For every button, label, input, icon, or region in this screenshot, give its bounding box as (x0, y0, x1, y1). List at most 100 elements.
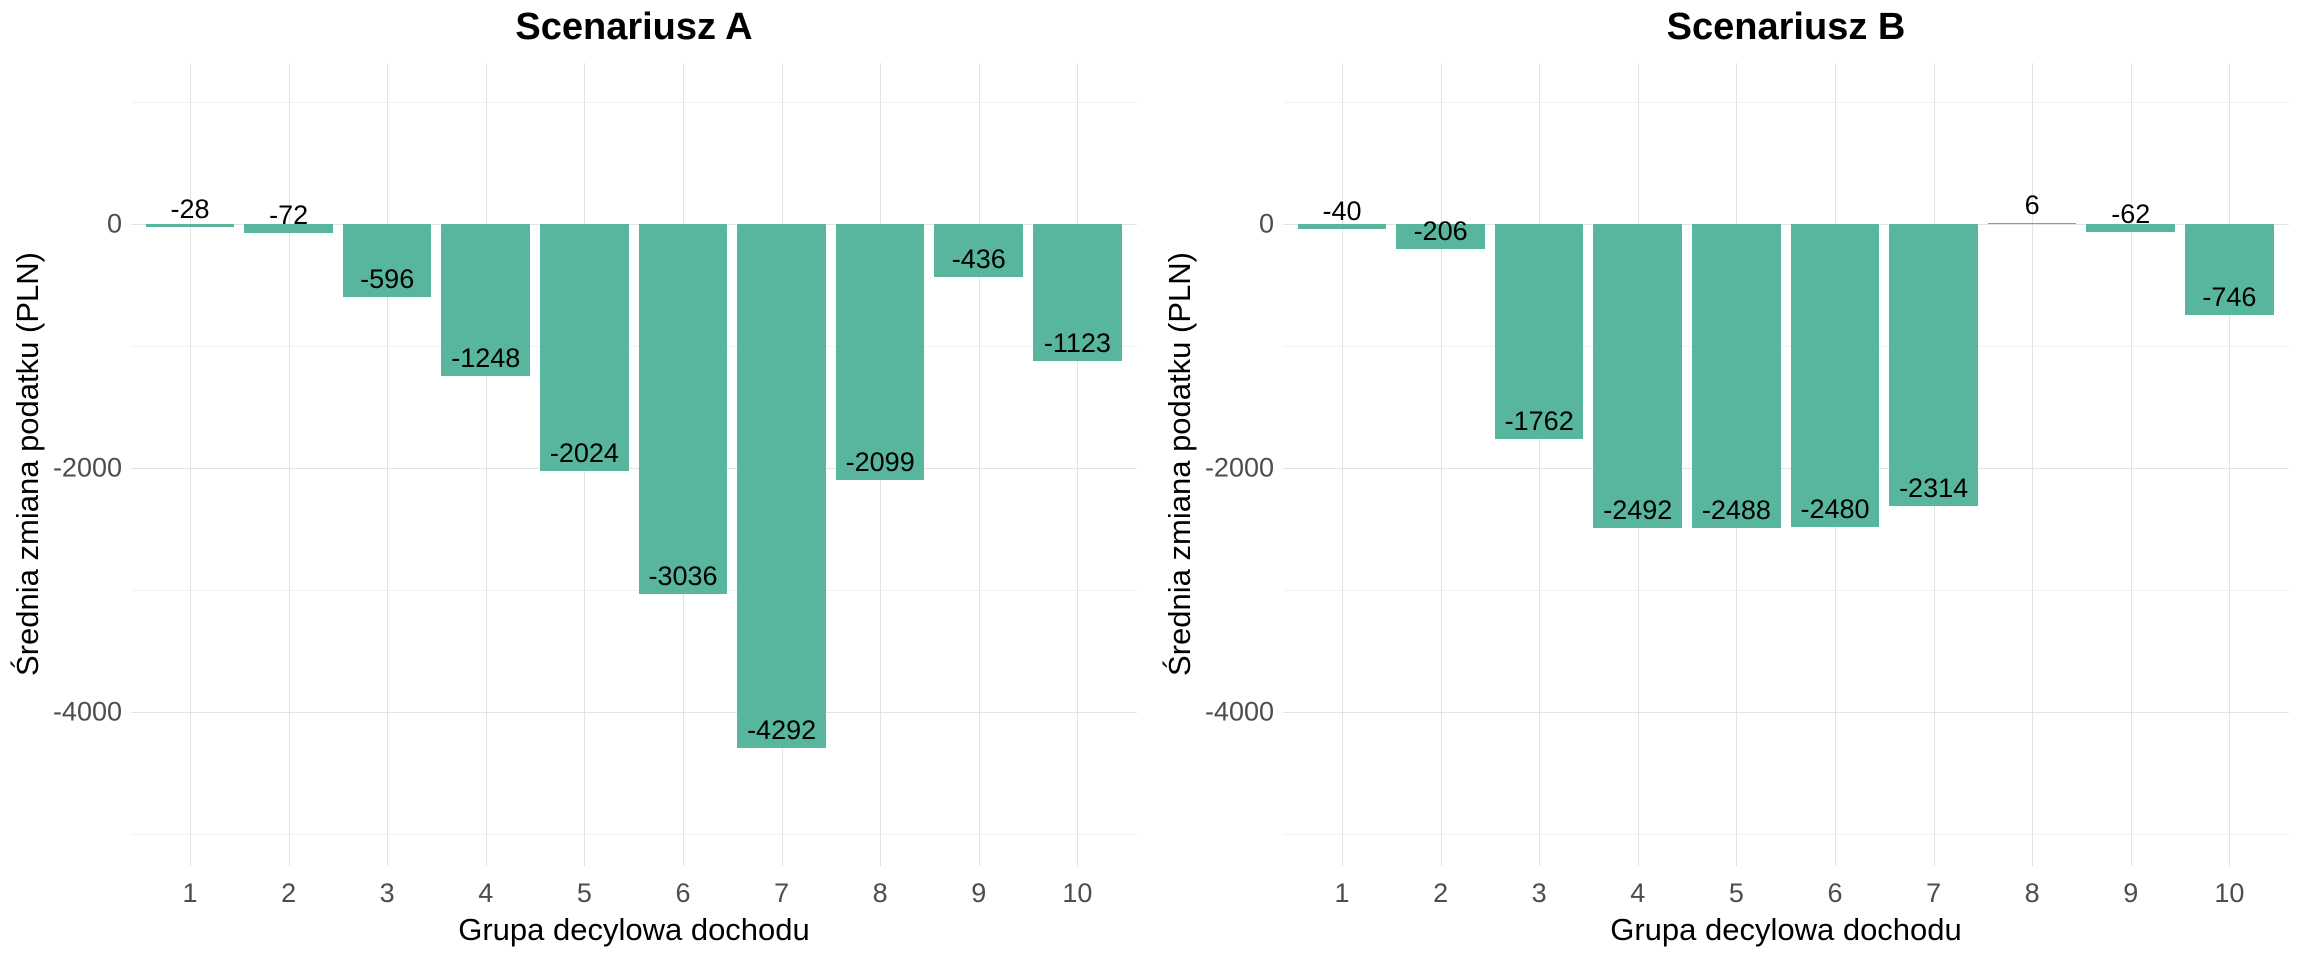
gridline-major-horizontal (131, 712, 1137, 713)
subplot-scenariusz-a: Scenariusz A Średnia zmiana podatku (PLN… (10, 6, 1137, 947)
bar-value-label: -1762 (1504, 406, 1574, 436)
gridline-major-vertical (1342, 63, 1343, 866)
gridline-major-horizontal (1283, 712, 2289, 713)
gridline-major-vertical (1539, 63, 1541, 866)
y-tick-label: 0 (1258, 208, 1274, 239)
gridline-major-horizontal (131, 224, 1137, 225)
bar-value-label: -2099 (845, 447, 915, 478)
x-tick-label: 5 (576, 878, 592, 908)
bar-decile-1 (145, 224, 235, 228)
y-tick-label: -2000 (52, 452, 122, 483)
bar-decile-8 (835, 224, 925, 481)
bar-value-label: -40 (1322, 195, 1362, 226)
bar-value-label: -206 (1413, 216, 1468, 247)
bar-value-label: -1123 (1043, 328, 1111, 358)
bar-value-label: -3036 (648, 561, 718, 592)
y-tick-label: -4000 (52, 696, 122, 727)
bar-decile-6 (1790, 224, 1880, 527)
gridline-major-vertical (288, 63, 290, 866)
bar-value-label: -2024 (549, 437, 619, 468)
x-axis-title: Grupa decylowa dochodu (1610, 912, 1962, 947)
bar-value-label: -2488 (1701, 494, 1771, 525)
bar-decile-2 (244, 224, 333, 233)
x-tick-label: 8 (872, 878, 888, 908)
subplot-scenariusz-b: Scenariusz B Średnia zmiana podatku (PLN… (1152, 0, 2304, 960)
bar-decile-10 (1033, 224, 1122, 361)
bar-value-label: -746 (2202, 282, 2257, 312)
gridline-major-vertical (485, 63, 487, 866)
plot-title: Scenariusz B (1666, 6, 1906, 48)
x-tick-label: 5 (1728, 878, 1744, 908)
x-tick-label: 8 (2024, 878, 2040, 908)
bar-decile-10 (2185, 224, 2274, 315)
bar-decile-9 (934, 224, 1024, 278)
bar-value-label: -596 (360, 263, 415, 294)
bar-value-label: -28 (170, 194, 210, 225)
gridline-minor-horizontal (131, 102, 1137, 103)
x-tick-label: 4 (478, 878, 494, 908)
bar-decile-6 (638, 224, 728, 595)
bar-decile-3 (1494, 224, 1584, 439)
bar-decile-7 (1889, 224, 1978, 507)
gridline-major-vertical (1440, 63, 1442, 866)
bar-decile-9 (2086, 224, 2176, 232)
bar-value-label: -2314 (1899, 473, 1969, 504)
x-tick-label: 7 (774, 878, 790, 908)
x-tick-label: 10 (2214, 878, 2245, 908)
y-tick-label: 0 (106, 208, 122, 239)
bar-value-label: -2480 (1800, 493, 1870, 524)
bar-decile-5 (540, 224, 629, 471)
bar-decile-7 (737, 224, 826, 748)
bar-value-label: -1248 (451, 343, 521, 374)
gridline-minor-horizontal (1283, 102, 2289, 103)
x-tick-label: 4 (1630, 878, 1646, 908)
x-tick-label: 9 (971, 878, 987, 908)
x-tick-label: 3 (379, 878, 395, 908)
x-tick-label: 2 (281, 878, 297, 908)
gridline-minor-horizontal (131, 590, 1137, 591)
gridline-minor-horizontal (1283, 834, 2289, 835)
gridline-major-vertical (2032, 63, 2034, 866)
bar-value-label: 6 (2024, 190, 2040, 221)
gridline-minor-horizontal (131, 834, 1137, 835)
gridline-major-vertical (2229, 63, 2231, 866)
gridline-minor-horizontal (1283, 346, 2289, 347)
bar-decile-2 (1396, 224, 1485, 250)
x-tick-label: 6 (1827, 878, 1843, 908)
x-tick-label: 9 (2123, 878, 2139, 908)
x-tick-label: 7 (1926, 878, 1942, 908)
gridline-major-vertical (1077, 63, 1079, 866)
bar-decile-8 (1987, 223, 2077, 225)
bar-decile-5 (1692, 224, 1781, 528)
bar-value-label: -62 (2111, 198, 2151, 229)
gridline-major-horizontal (131, 468, 1137, 469)
x-tick-label: 10 (1062, 878, 1093, 908)
plot-panel: -28 -72 -596 -1248 -2024 -3036 -4292 -2099 -436 -… (131, 63, 1137, 866)
x-tick-label: 6 (675, 878, 691, 908)
bar-decile-4 (1593, 224, 1683, 528)
x-tick-label: 1 (182, 878, 198, 908)
plot-title: Scenariusz A (515, 6, 753, 48)
gridline-minor-horizontal (1283, 590, 2289, 591)
bar-value-label: -72 (269, 199, 309, 230)
gridline-major-vertical (190, 63, 191, 866)
gridline-major-vertical (2130, 63, 2132, 866)
bar-decile-3 (342, 224, 432, 297)
bar-decile-4 (441, 224, 531, 377)
plot-panel: -40 -206 -1762 -2492 -2488 -2480 -2314 6 -62 -746 (1283, 63, 2289, 866)
bar-decile-1 (1297, 224, 1387, 229)
gridline-major-vertical (978, 63, 980, 866)
gridline-major-horizontal (1283, 224, 2289, 225)
bar-value-label: -436 (951, 244, 1006, 275)
y-tick-label: -2000 (1204, 452, 1274, 483)
gridline-minor-horizontal (131, 346, 1137, 347)
y-tick-label: -4000 (1204, 696, 1274, 727)
x-tick-label: 2 (1433, 878, 1449, 908)
gridline-major-horizontal (1283, 468, 2289, 469)
bar-value-label: -4292 (747, 714, 817, 745)
bar-value-label: -2492 (1603, 495, 1673, 525)
gridline-major-vertical (387, 63, 389, 866)
x-axis-title: Grupa decylowa dochodu (458, 912, 810, 947)
x-tick-label: 3 (1531, 878, 1547, 908)
